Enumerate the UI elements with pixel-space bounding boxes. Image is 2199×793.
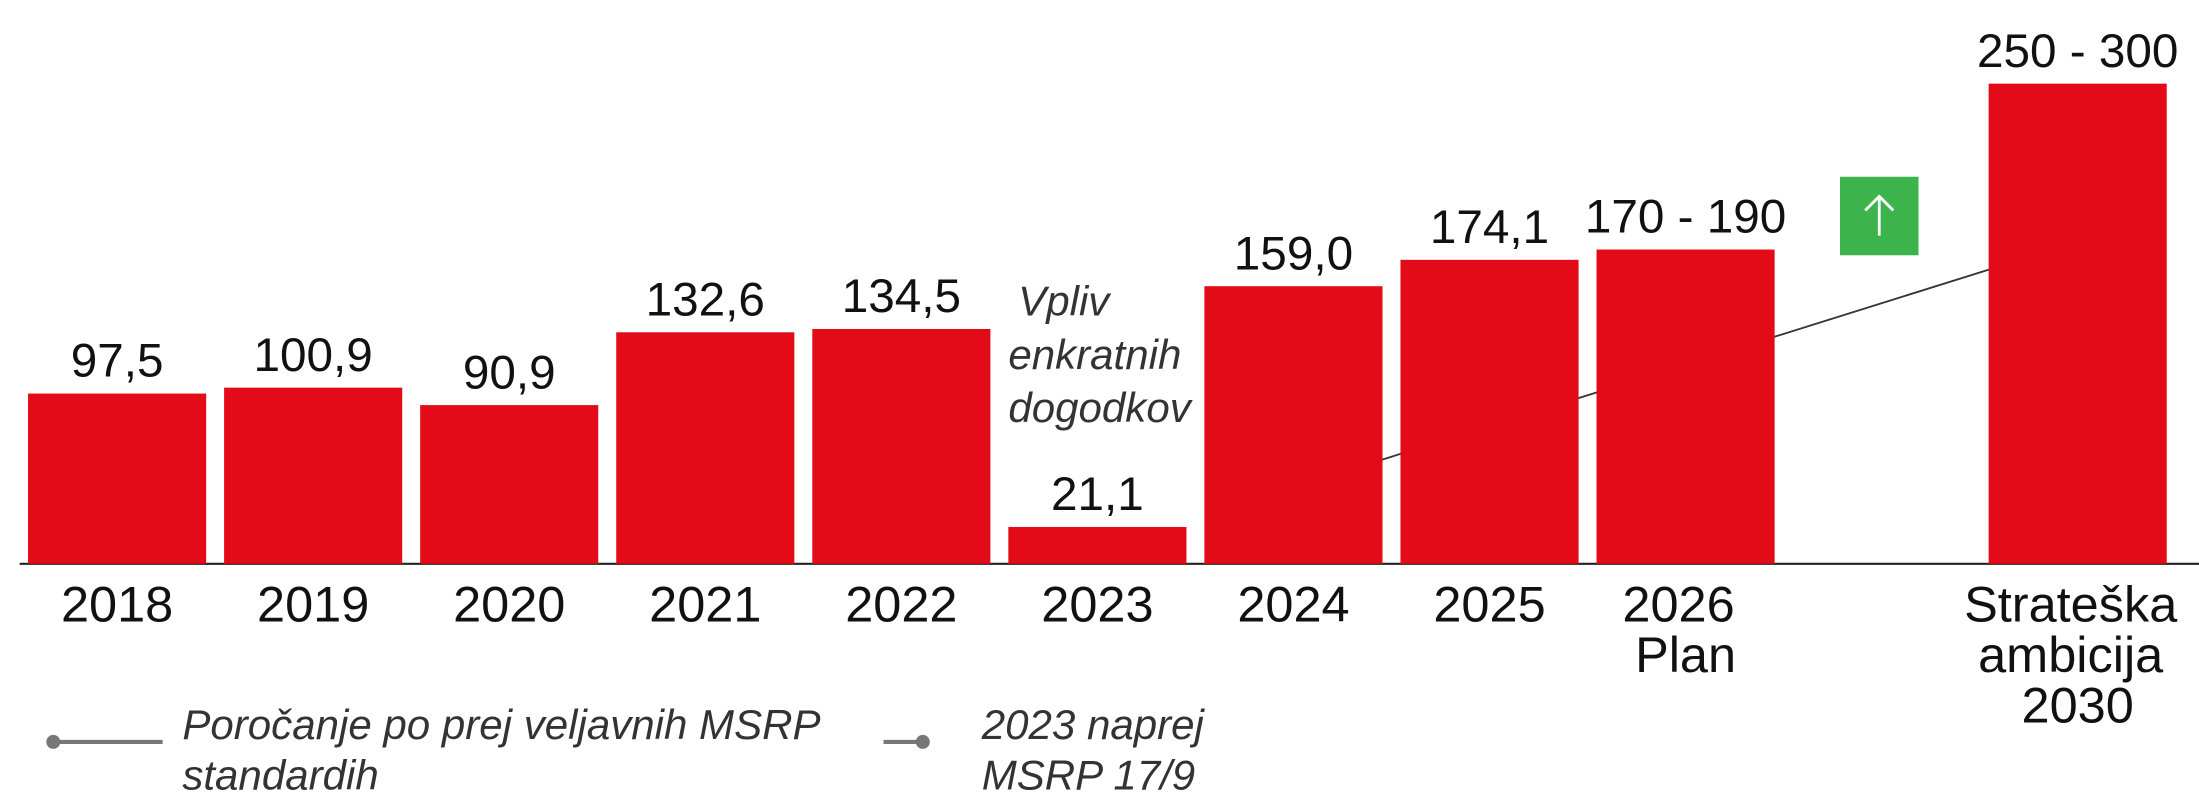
x-tick-label: 2019 [257,575,369,632]
bar [1596,249,1775,564]
bar [28,393,207,564]
bar [224,387,403,564]
legend-dot [46,734,61,749]
value-label: 170 - 190 [1585,191,1786,244]
bar [1204,286,1383,564]
legend-text: MSRP 17/9 [982,752,1196,793]
x-tick-label: 2024 [1237,575,1349,632]
value-label: 90,9 [463,346,556,399]
x-tick-label: 2023 [1041,575,1153,632]
x-tick-label: 2022 [845,575,957,632]
value-label: 159,0 [1234,227,1353,280]
x-tick-label: 2026 Plan [1622,575,1748,682]
annotation: Vpliv enkratnih dogodkov [1008,278,1193,432]
x-tick-label: 2020 [453,575,565,632]
x-tick-label: 2021 [649,575,761,632]
value-label: 97,5 [71,335,164,388]
value-label: 134,5 [842,270,961,323]
bar [1988,83,2167,564]
bar [1400,259,1579,564]
legend-text: Poročanje po prej veljavnih MSRP [182,701,820,748]
legend-text: standardih [182,752,378,793]
bar [420,405,599,564]
value-label: 21,1 [1051,468,1144,521]
x-tick-label: 2025 [1433,575,1545,632]
legend-text: 2023 naprej [981,701,1206,748]
legend-dot [915,734,930,749]
bar [1008,526,1187,564]
value-label: 132,6 [646,273,765,326]
up-arrow [1864,194,1895,236]
value-label: 174,1 [1430,201,1549,254]
x-tick-label: Strateška ambicija 2030 [1964,575,2191,733]
value-label: 250 - 300 [1977,25,2178,78]
x-tick-label: 2018 [61,575,173,632]
bar [812,328,991,564]
bar [616,332,795,564]
value-label: 100,9 [254,329,373,382]
